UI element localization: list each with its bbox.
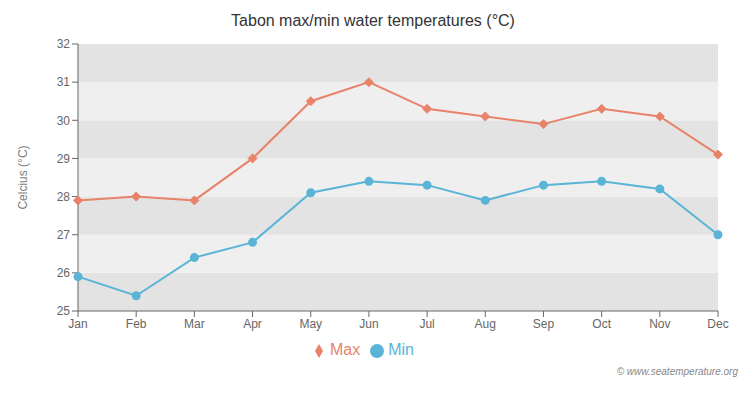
svg-text:31: 31 [57,75,71,89]
svg-text:Aug: Aug [475,317,496,331]
svg-text:Feb: Feb [126,317,147,331]
svg-text:Dec: Dec [707,317,728,331]
svg-text:28: 28 [57,190,71,204]
svg-text:Apr: Apr [243,317,262,331]
svg-text:Jul: Jul [419,317,434,331]
svg-text:25: 25 [57,304,71,318]
svg-text:32: 32 [57,37,71,51]
svg-text:Mar: Mar [184,317,205,331]
svg-text:Sep: Sep [533,317,555,331]
html-text:© www.seatemperature.org: © www.seatemperature.org [616,366,738,377]
svg-text:Nov: Nov [649,317,670,331]
svg-text:29: 29 [57,152,71,166]
html-text:Max: Max [330,341,361,358]
svg-text:27: 27 [57,228,71,242]
svg-text:May: May [299,317,322,331]
html-text:Tabon max/min water temperatur: Tabon max/min water temperatures (°C) [231,12,515,29]
html-text:Min: Min [388,341,414,358]
svg-text:26: 26 [57,266,71,280]
svg-text:Jan: Jan [68,317,87,331]
svg-text:30: 30 [57,114,71,128]
svg-text:Oct: Oct [592,317,611,331]
svg-text:Celcius (°C): Celcius (°C) [16,145,30,209]
svg-text:Jun: Jun [359,317,378,331]
